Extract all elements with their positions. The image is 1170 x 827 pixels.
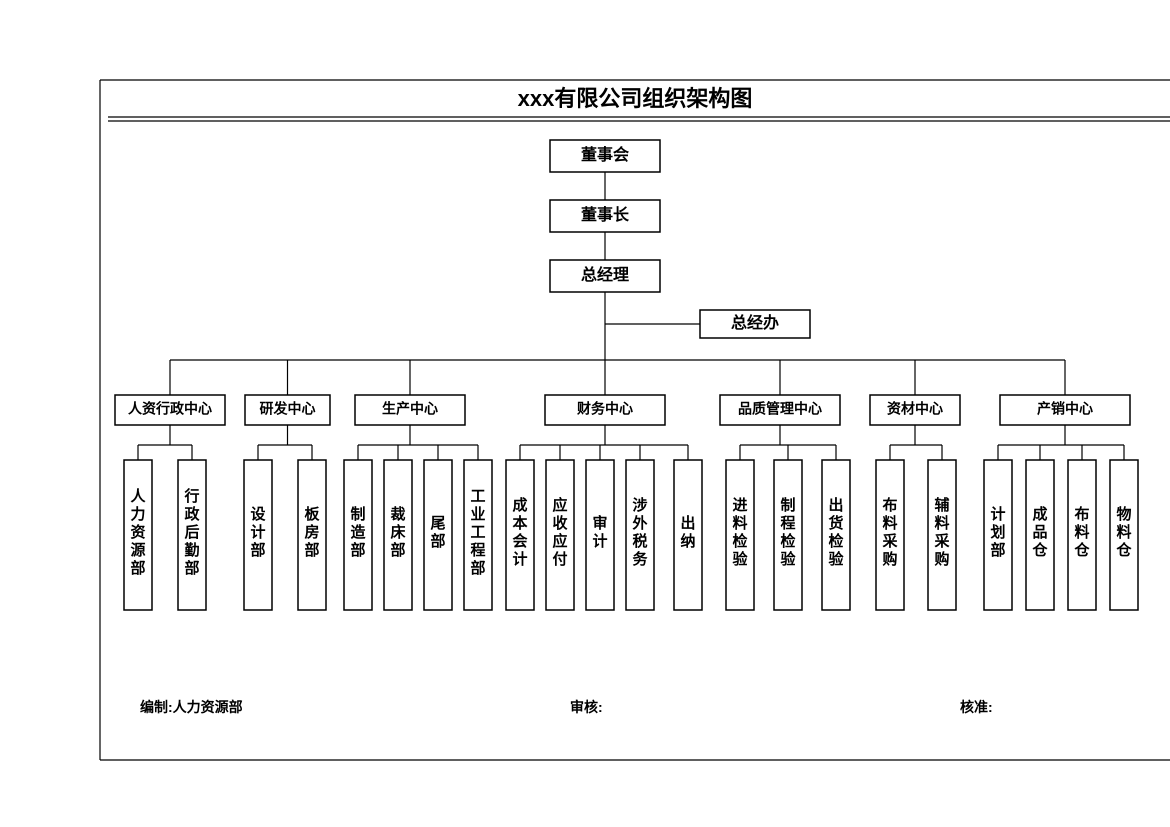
svg-text:研发中心: 研发中心 [260,401,316,417]
svg-text:总经理: 总经理 [581,265,629,284]
dept-label: 物料仓 [1115,505,1132,559]
dept-label: 进料检验 [732,497,748,568]
svg-text:资材中心: 资材中心 [887,401,943,417]
footer-item-2: 核准: [960,699,993,715]
svg-text:品质管理中心: 品质管理中心 [738,401,822,417]
dept-label: 人力资源部 [130,488,146,577]
svg-text:董事长: 董事长 [581,205,630,224]
dept-label: 布料仓 [1073,505,1090,559]
dept-label: 成品仓 [1031,505,1048,559]
svg-text:总经办: 总经办 [731,313,779,332]
dept-label: 板房部 [304,505,320,559]
dept-label: 制造部 [350,505,365,559]
svg-text:人资行政中心: 人资行政中心 [128,401,212,417]
org-chart-document: xxx有限公司组织架构图董事会董事长总经理总经办人资行政中心 研发中心 生产中心 财务… [0,0,1170,827]
footer-item-1: 审核: [570,699,603,715]
dept-label: 行政后勤部 [183,487,200,577]
svg-text:产销中心: 产销中心 [1037,401,1093,417]
svg-text:董事会: 董事会 [581,145,629,164]
svg-text:财务中心: 财务中心 [576,401,633,417]
dept-label: 设计部 [250,506,265,559]
dept-label: 尾部 [430,515,445,550]
svg-text:生产中心: 生产中心 [382,401,438,417]
footer-item-0: 编制:人力资源部 [140,699,243,715]
dept-label: 工业工程部 [470,488,485,577]
org-chart-svg: xxx有限公司组织架构图董事会董事长总经理总经办人资行政中心 研发中心 生产中心 财务… [0,0,1170,827]
dept-label: 计划部 [990,505,1005,559]
chart-title: xxx有限公司组织架构图 [518,86,753,111]
dept-label: 裁床部 [390,505,406,559]
